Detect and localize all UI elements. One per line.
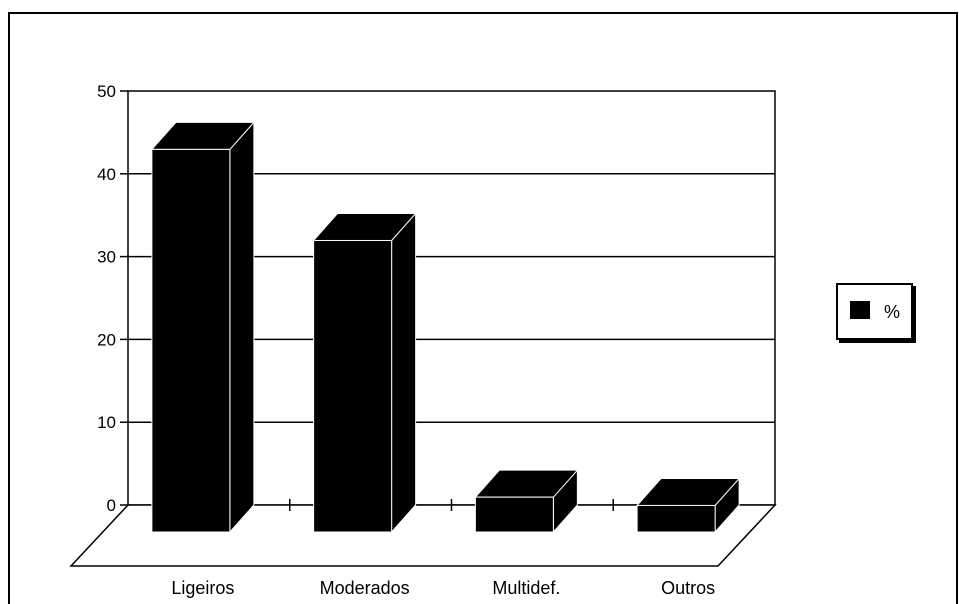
y-tick-label: 20: [97, 330, 116, 349]
y-tick-label: 50: [97, 82, 116, 101]
bar: [474, 496, 554, 533]
x-tick-label: Outros: [661, 578, 715, 598]
x-tick-label: Moderados: [320, 578, 410, 598]
bar-side: [391, 212, 417, 534]
legend-swatch: [850, 301, 870, 319]
legend-label: %: [884, 302, 901, 322]
y-tick-label: 10: [97, 413, 116, 432]
y-tick-label: 40: [97, 165, 116, 184]
bar-side: [229, 121, 255, 534]
bar: [313, 239, 393, 533]
x-tick-label: Multidef.: [492, 578, 560, 598]
y-tick-label: 30: [97, 248, 116, 267]
bar: [151, 148, 231, 533]
y-tick-label: 0: [107, 496, 116, 515]
legend: %: [836, 283, 913, 340]
x-tick-label: Ligeiros: [171, 578, 234, 598]
bar: [636, 504, 716, 533]
plot-area: 0 10 20 30 40 50 Ligeiros Moderados Multidef. Out…: [69, 82, 777, 598]
chart-border: [8, 12, 958, 604]
